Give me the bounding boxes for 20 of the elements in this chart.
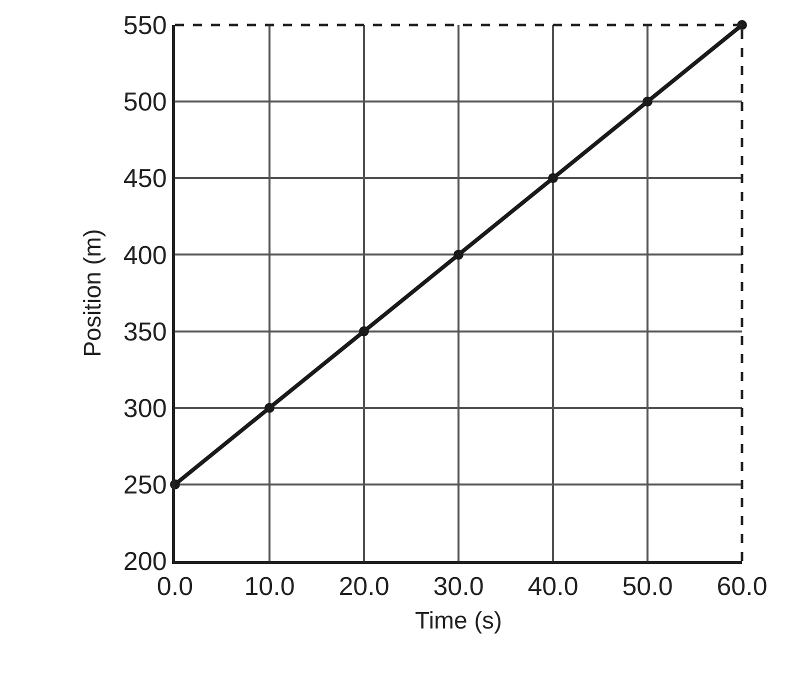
point [264,402,274,413]
point [359,326,369,336]
point [642,96,652,107]
point [548,173,558,184]
y-axis-title: Position (m) [80,228,107,358]
y-tick-label: 500 [123,86,167,117]
x-tick-label: 10.0 [244,571,295,602]
point [454,250,464,260]
y-tick-label: 450 [123,163,167,194]
x-axis-title: Time (s) [414,608,502,634]
y-tick-label: 300 [123,392,167,423]
x-tick-label: 50.0 [622,571,673,602]
y-tick-label: 350 [123,316,167,346]
y-tick-label: 250 [123,470,167,500]
y-tick-label: 550 [123,10,167,40]
x-tick-label: 20.0 [338,571,390,602]
y-tick-label: 400 [123,240,167,270]
x-tick-label: 60.0 [716,571,768,602]
x-tick-label: 30.0 [433,571,484,602]
x-tick-label: 40.0 [528,571,578,602]
